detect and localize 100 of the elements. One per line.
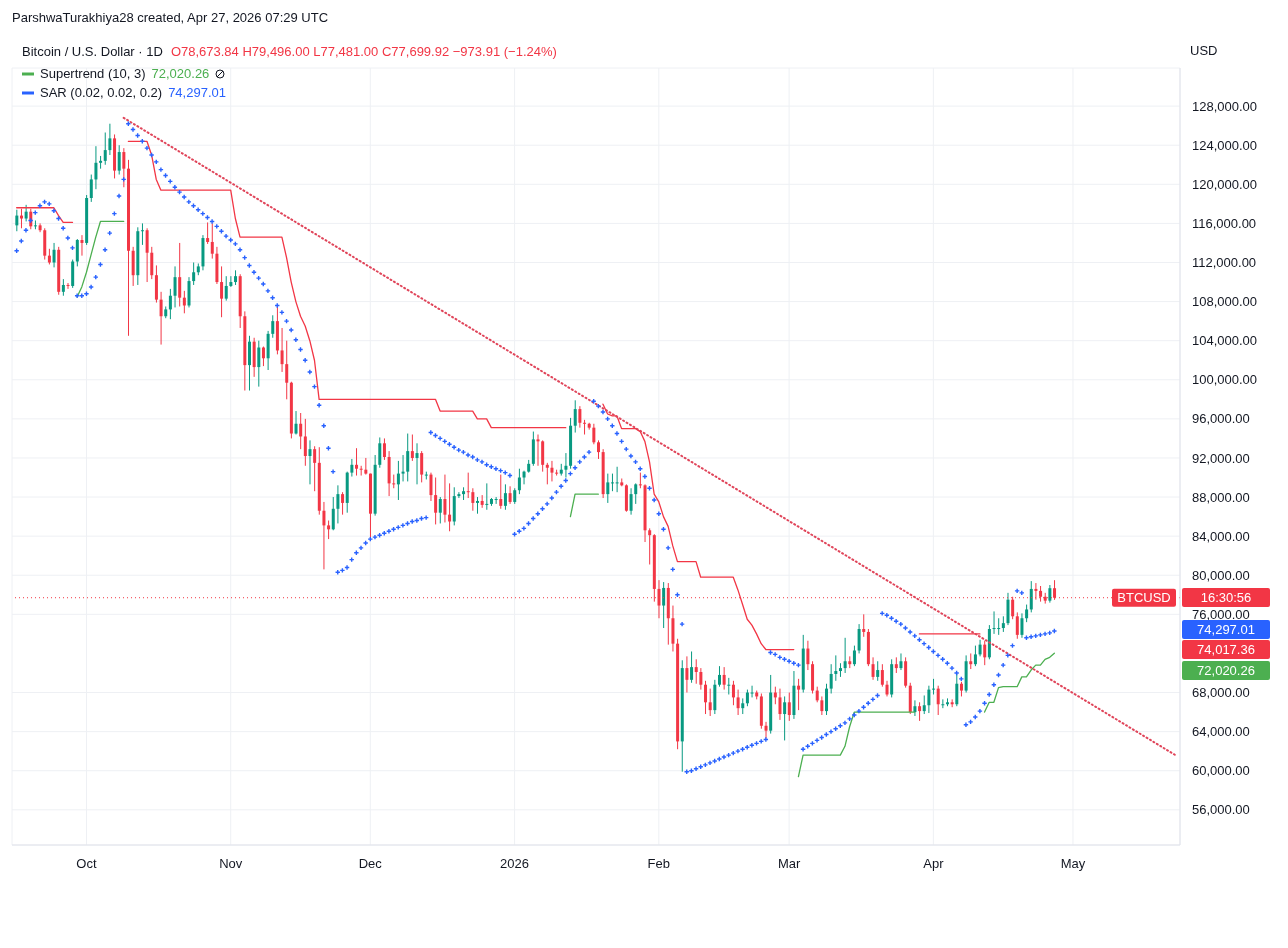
candlestick — [806, 640, 810, 671]
y-tick-label: 112,000.00 — [1192, 255, 1257, 271]
candlestick — [257, 340, 261, 388]
candlestick — [192, 261, 196, 286]
candlestick — [341, 491, 345, 516]
candlestick — [545, 462, 549, 485]
candlestick — [606, 473, 610, 504]
candlestick — [336, 484, 340, 524]
candlestick — [24, 204, 28, 222]
candlestick — [108, 123, 112, 156]
candlestick — [420, 450, 424, 483]
y-tick-label: 60,000.00 — [1192, 763, 1250, 779]
legend-label: SAR (0.02, 0.02, 0.2) — [40, 84, 163, 102]
candlestick — [457, 491, 461, 499]
y-axis-title: USD — [1182, 36, 1282, 66]
candlestick — [1015, 611, 1019, 640]
x-tick-label: Feb — [647, 856, 671, 872]
candlestick — [308, 439, 312, 485]
x-tick-label: May — [1060, 856, 1086, 872]
candlestick — [331, 496, 335, 531]
candlestick — [880, 663, 884, 688]
candlestick — [573, 399, 577, 434]
candlestick — [876, 660, 880, 682]
candlestick — [406, 433, 410, 482]
candlestick — [578, 405, 582, 429]
candlestick — [15, 209, 19, 232]
candlestick — [992, 610, 996, 635]
candlestick — [825, 683, 829, 716]
candlestick — [327, 520, 331, 540]
candlestick — [983, 640, 987, 666]
candlestick — [717, 665, 721, 688]
candlestick — [843, 637, 847, 674]
candlestick — [396, 460, 400, 501]
candlestick — [178, 242, 182, 307]
candlestick — [517, 468, 521, 495]
candlestick — [834, 654, 838, 682]
candlestick — [80, 234, 84, 257]
candlestick — [1006, 592, 1010, 626]
candlestick — [662, 581, 666, 629]
y-tick-label: 64,000.00 — [1192, 724, 1250, 740]
candlestick — [736, 689, 740, 716]
candlestick — [140, 222, 144, 246]
candlestick — [471, 487, 475, 512]
y-tick-label: 92,000.00 — [1192, 450, 1250, 466]
candlestick — [955, 673, 959, 707]
candlestick — [722, 666, 726, 691]
candlestick — [592, 423, 596, 445]
candlestick — [220, 265, 224, 318]
candlestick — [117, 144, 121, 176]
y-tick-label: 96,000.00 — [1192, 411, 1250, 427]
candlestick — [783, 695, 787, 741]
candlestick — [797, 678, 801, 711]
candlestick — [699, 667, 703, 691]
candlestick — [550, 460, 554, 482]
text: 74,017.36 — [1182, 640, 1270, 660]
candlestick — [927, 685, 931, 714]
candlestick — [429, 472, 433, 502]
candlestick — [410, 434, 414, 462]
x-tick-label: Dec — [358, 856, 383, 872]
candlestick — [103, 132, 107, 166]
y-tick-label: 116,000.00 — [1192, 216, 1257, 232]
candlestick — [778, 688, 782, 721]
candlestick — [378, 436, 382, 469]
candlestick — [899, 652, 903, 671]
candlestick — [443, 474, 447, 523]
candlestick — [829, 663, 833, 695]
y-tick-label: 80,000.00 — [1192, 567, 1250, 583]
candlestick — [285, 340, 289, 400]
candlestick — [248, 335, 251, 392]
x-tick-label: Nov — [219, 856, 243, 872]
candlestick — [997, 617, 1001, 636]
candlestick — [485, 482, 489, 511]
candlestick — [355, 447, 359, 477]
y-tick-label: 128,000.00 — [1192, 98, 1258, 114]
candlestick — [75, 238, 79, 267]
candlestick — [150, 246, 154, 280]
candlestick — [313, 445, 317, 492]
y-tick-label: 124,000.00 — [1192, 137, 1258, 153]
candlestick — [731, 680, 735, 706]
ref-line-label: BTCUSD — [1117, 590, 1171, 606]
candlestick — [466, 472, 470, 499]
y-tick-label: 88,000.00 — [1192, 489, 1250, 505]
candlestick — [280, 327, 284, 373]
candlestick — [936, 685, 940, 716]
candlestick — [634, 482, 638, 505]
candlestick — [499, 474, 503, 510]
candlestick — [438, 496, 442, 524]
candlestick — [89, 174, 93, 203]
candlestick — [871, 656, 875, 681]
y-tick-label: 56,000.00 — [1192, 802, 1250, 818]
candlestick — [629, 487, 633, 516]
candlestick — [52, 242, 56, 268]
y-tick-label: 76,000.00 — [1192, 606, 1250, 622]
candlestick — [350, 458, 354, 478]
candlestick — [168, 288, 172, 320]
candlestick — [750, 685, 754, 698]
x-tick-label: Mar — [777, 856, 801, 872]
text: ParshwaTurakhiya28 created, Apr 27, 2026 07:29 UTC — [12, 10, 329, 25]
candlestick — [862, 613, 866, 638]
candlestick — [597, 439, 600, 460]
